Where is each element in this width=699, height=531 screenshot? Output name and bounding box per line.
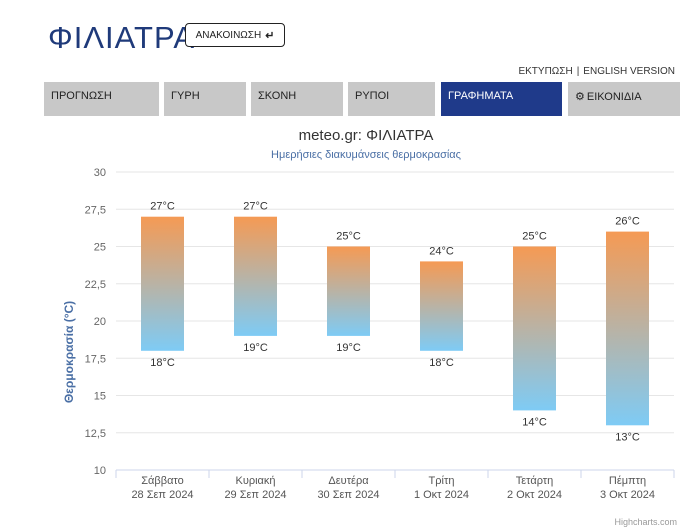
- tab-forecast[interactable]: ΠΡΟΓΝΩΣΗ: [44, 82, 159, 116]
- x-tick-label: Σάββατο: [141, 475, 183, 487]
- y-tick-label: 17,5: [85, 353, 106, 365]
- y-tick-label: 12,5: [85, 428, 106, 440]
- city-title: ΦΙΛΙΑΤΡΑ: [48, 20, 196, 55]
- x-tick-label: Κυριακή: [235, 475, 275, 487]
- tab-charts[interactable]: ΓΡΑΦΗΜΑΤΑ: [441, 82, 562, 116]
- min-temp-label: 19°C: [243, 342, 268, 354]
- tab-label: ΓΥΡΗ: [171, 90, 200, 102]
- y-tick-label: 22,5: [85, 279, 106, 291]
- min-temp-label: 19°C: [336, 342, 361, 354]
- temperature-range-bar: [513, 246, 556, 411]
- axes: 10 12,5 15 17,5 20 22,5 25 27,5 30 Σάββατο 28 Σεπ …: [85, 167, 675, 501]
- y-tick-label: 30: [94, 167, 106, 179]
- max-temp-label: 24°C: [429, 245, 454, 257]
- gear-icon: ⚙: [575, 91, 585, 103]
- x-tick-date: 3 Οκτ 2024: [600, 489, 655, 501]
- x-tick-label: Τρίτη: [429, 475, 455, 487]
- tab-label: ΡΥΠΟΙ: [355, 90, 390, 102]
- tab-pollen[interactable]: ΓΥΡΗ: [164, 82, 246, 116]
- main-tabs: ΠΡΟΓΝΩΣΗ ΓΥΡΗ ΣΚΟΝΗ ΡΥΠΟΙ ΓΡΑΦΗΜΑΤΑ ⚙ ΕΙΚ…: [44, 82, 680, 116]
- chart-title: meteo.gr: ΦΙΛΙΑΤΡΑ: [299, 127, 434, 144]
- link-separator: |: [576, 66, 580, 77]
- min-temp-label: 18°C: [150, 357, 175, 369]
- y-axis-label: Θερμοκρασία (°C): [62, 301, 76, 403]
- temperature-range-bar: [327, 246, 370, 336]
- highcharts-credit[interactable]: Highcharts.com: [614, 517, 677, 527]
- data-labels: 27°C 18°C 27°C 19°C 25°C 19°C 24°C 18°C 25°C 14°C…: [150, 201, 640, 444]
- tab-label: ΣΚΟΝΗ: [258, 90, 297, 102]
- print-link[interactable]: ΕΚΤΥΠΩΣΗ: [518, 66, 573, 77]
- max-temp-label: 26°C: [615, 216, 640, 228]
- temperature-range-bar: [420, 261, 463, 351]
- tab-label: ΕΙΚΟΝΙΔΙΑ: [586, 91, 642, 103]
- temperature-range-bar: [234, 216, 277, 336]
- min-temp-label: 13°C: [615, 431, 640, 443]
- english-version-link[interactable]: ENGLISH VERSION: [583, 66, 675, 77]
- tab-label: ΓΡΑΦΗΜΑΤΑ: [448, 90, 514, 102]
- temperature-range-bar: [606, 231, 649, 426]
- announcement-label: ΑΝΑΚΟΙΝΩΣΗ: [195, 29, 262, 41]
- y-tick-label: 20: [94, 316, 106, 328]
- return-arrow-icon: ↵: [265, 29, 275, 42]
- y-tick-label: 27,5: [85, 204, 106, 216]
- min-temp-label: 18°C: [429, 357, 454, 369]
- x-tick-date: 29 Σεπ 2024: [224, 489, 286, 501]
- max-temp-label: 25°C: [522, 231, 547, 243]
- tab-pollutants[interactable]: ΡΥΠΟΙ: [348, 82, 435, 116]
- x-tick-label: Τετάρτη: [516, 475, 554, 487]
- announcement-button[interactable]: ΑΝΑΚΟΙΝΩΣΗ ↵: [185, 23, 285, 47]
- max-temp-label: 25°C: [336, 231, 361, 243]
- y-tick-label: 25: [94, 242, 106, 254]
- x-tick-date: 30 Σεπ 2024: [317, 489, 379, 501]
- max-temp-label: 27°C: [150, 201, 175, 213]
- tab-dust[interactable]: ΣΚΟΝΗ: [251, 82, 343, 116]
- x-tick-label: Πέμπτη: [609, 475, 646, 487]
- grid-lines: [116, 171, 674, 471]
- y-tick-label: 10: [94, 465, 106, 477]
- temperature-range-bar: [141, 216, 184, 351]
- x-tick-date: 28 Σεπ 2024: [131, 489, 193, 501]
- x-tick-label: Δευτέρα: [328, 475, 369, 487]
- tab-label: ΠΡΟΓΝΩΣΗ: [51, 90, 112, 102]
- range-bars: [141, 216, 649, 426]
- tab-icons[interactable]: ⚙ ΕΙΚΟΝΙΔΙΑ: [568, 82, 680, 116]
- temperature-chart: meteo.gr: ΦΙΛΙΑΤΡΑ Ημερήσιες διακυμάνσει…: [62, 127, 675, 501]
- chart-subtitle: Ημερήσιες διακυμάνσεις θερμοκρασίας: [271, 149, 461, 161]
- min-temp-label: 14°C: [522, 416, 547, 428]
- x-tick-date: 2 Οκτ 2024: [507, 489, 562, 501]
- y-tick-label: 15: [94, 391, 106, 403]
- x-tick-date: 1 Οκτ 2024: [414, 489, 469, 501]
- max-temp-label: 27°C: [243, 201, 268, 213]
- top-links: ΕΚΤΥΠΩΣΗ | ENGLISH VERSION: [518, 66, 675, 77]
